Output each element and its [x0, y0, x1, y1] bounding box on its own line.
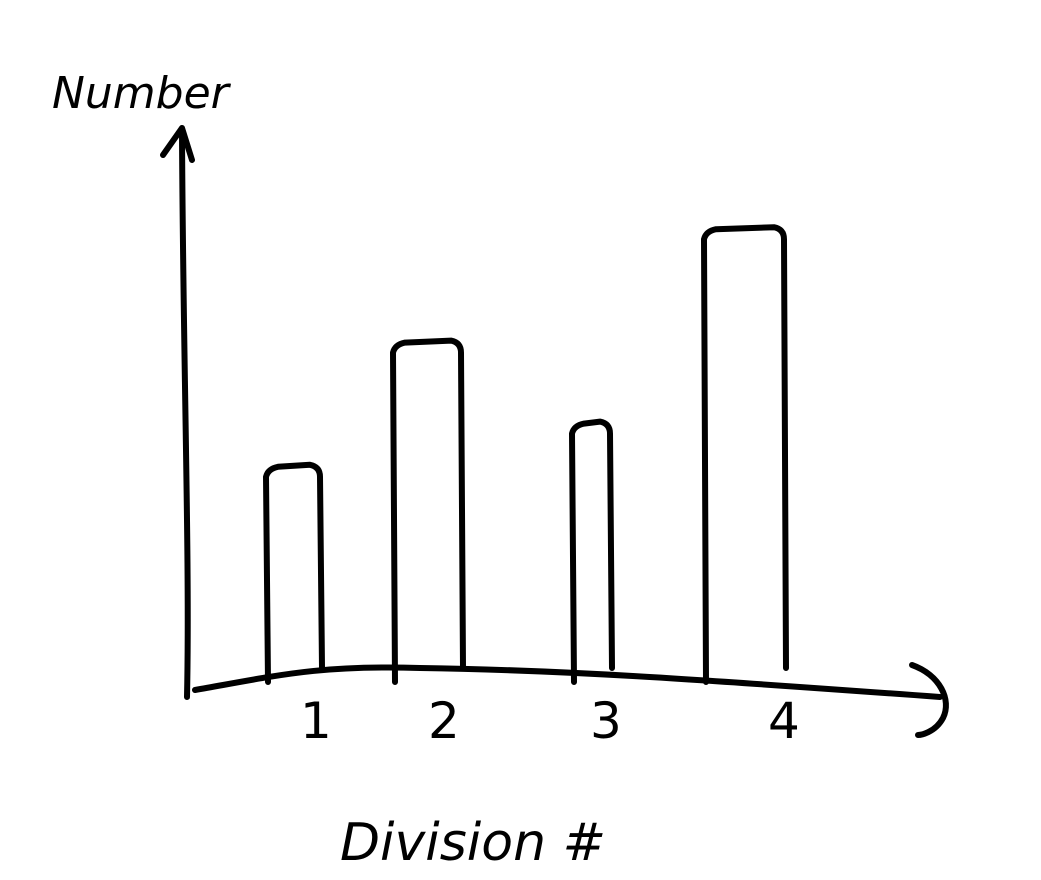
- tick-label-2: 2: [428, 692, 460, 750]
- tick-labels-group: 1 2 3 4: [300, 692, 800, 750]
- tick-label-1: 1: [300, 692, 332, 750]
- bar-4: [701, 224, 789, 685]
- x-axis-label: Division #: [340, 813, 606, 873]
- bars-group: [263, 224, 789, 685]
- y-axis-arrowhead: [160, 125, 195, 163]
- x-axis-arrowhead: [909, 662, 949, 738]
- bar-3: [569, 418, 615, 685]
- y-axis: [179, 129, 191, 700]
- tick-label-4: 4: [768, 692, 800, 750]
- y-axis-label: Number: [52, 68, 232, 119]
- bar-1: [263, 461, 325, 685]
- bar-2: [390, 337, 466, 685]
- tick-label-3: 3: [590, 692, 622, 750]
